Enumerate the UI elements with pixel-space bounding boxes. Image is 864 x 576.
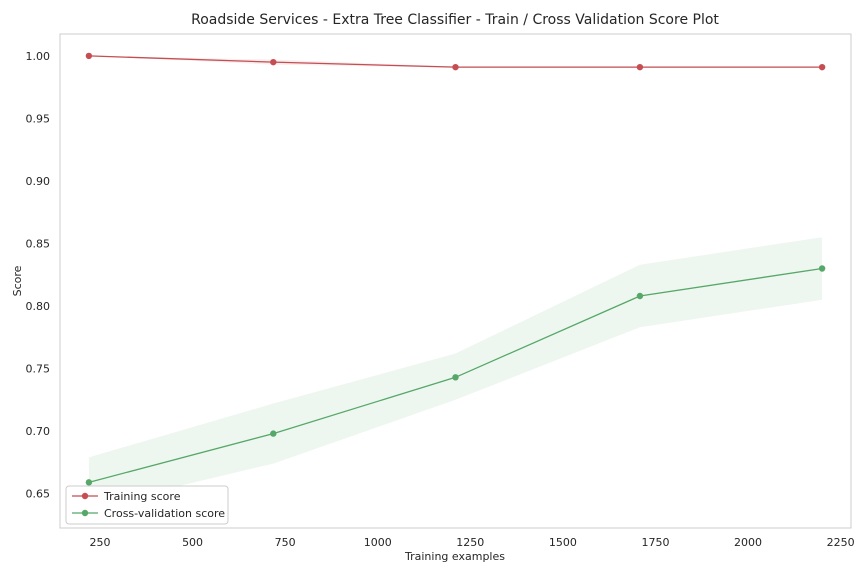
y-tick-label: 0.75 [26,363,51,376]
y-tick-label: 0.70 [26,425,51,438]
point-cross-validation-score-0 [85,479,93,486]
x-tick-label: 250 [89,536,110,549]
point-training-score-3 [636,63,644,71]
point-training-score-2 [452,63,459,71]
y-axis-label: Score [11,265,24,296]
y-tick-label: 0.80 [26,300,51,313]
y-tick-label: 0.65 [26,488,51,501]
x-tick-label: 2250 [827,536,855,549]
legend-box [65,485,229,525]
y-tick-label: 0.85 [26,237,51,250]
plot-frame [59,33,852,529]
x-axis-ticks: 250 500 750 1000 1250 1500 1750 2000 2250 [89,536,854,549]
point-training-score-1 [270,58,277,66]
chart-title: Roadside Services - Extra Tree Classifie… [191,12,719,28]
legend-label-cross-validation: Cross-validation score [104,507,225,520]
point-cross-validation-score-4 [818,265,826,272]
legend-item-cross-validation: Cross-validation score [72,507,225,520]
y-axis-ticks: 0.65 0.70 0.75 0.80 0.85 0.90 0.95 1.00 [26,50,51,501]
x-tick-label: 750 [275,536,296,549]
point-cross-validation-score-2 [452,374,459,381]
series-points [85,52,826,486]
legend-label-training: Training score [103,490,181,503]
x-tick-label: 1250 [456,536,484,549]
point-cross-validation-score-1 [270,430,277,437]
x-tick-label: 500 [182,536,203,549]
x-tick-label: 2000 [734,536,762,549]
y-tick-label: 0.95 [26,112,51,125]
point-training-score-4 [818,63,826,71]
y-tick-label: 0.90 [26,175,51,188]
legend: Training score Cross-validation score [65,485,229,525]
x-axis-label: Training examples [404,550,505,563]
legend-marker-training [81,492,89,500]
legend-item-training: Training score [72,490,181,503]
x-tick-label: 1750 [641,536,669,549]
legend-marker-cross-validation [81,509,89,517]
x-tick-label: 1500 [549,536,577,549]
y-tick-label: 1.00 [26,50,51,63]
point-cross-validation-score-3 [636,292,644,300]
point-training-score-0 [85,52,93,60]
band-cross-validation-score [88,237,823,508]
x-tick-label: 1000 [364,536,392,549]
